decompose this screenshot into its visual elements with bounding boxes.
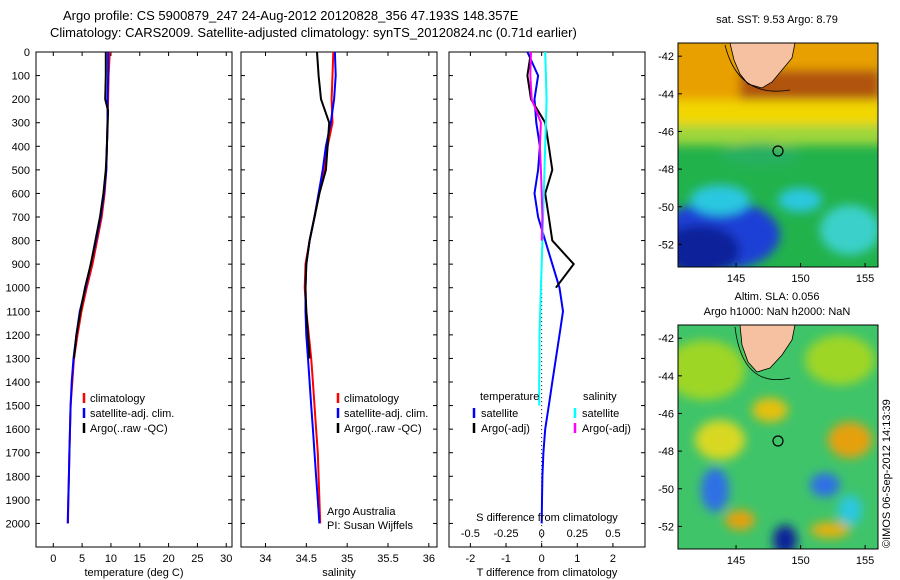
depth-tick-label: 400	[12, 141, 30, 153]
legend-label: satellite-adj. clim.	[90, 408, 174, 420]
depth-tick-label: 1100	[6, 306, 30, 318]
map-y-tick-label: -46	[658, 408, 674, 420]
temperature-panel	[35, 51, 233, 548]
map-y-tick-label: -50	[658, 484, 674, 496]
x-tick-label: 1	[574, 553, 580, 565]
depth-tick-label: 0	[24, 47, 30, 59]
map-y-tick-label: -52	[658, 521, 674, 533]
sst-map-title: sat. SST: 9.53 Argo: 8.79	[716, 14, 838, 26]
depth-tick-label: 100	[12, 71, 30, 83]
x-tick-label: 0	[50, 553, 56, 565]
depth-tick-label: 800	[12, 236, 30, 248]
x-tick-label: 34	[259, 553, 271, 565]
map-x-tick-label: 150	[791, 273, 809, 285]
series-line-argo-raw-qc-	[73, 52, 110, 359]
imos-credit: ©IMOS 06-Sep-2012 14:13:39	[881, 399, 893, 548]
argo-position-marker	[772, 145, 784, 157]
map-x-tick-label: 150	[791, 555, 809, 567]
depth-tick-label: 900	[12, 259, 30, 271]
map-x-tick-label: 145	[727, 555, 745, 567]
depth-tick-label: 200	[12, 94, 30, 106]
x-tick-label: 30	[220, 553, 232, 565]
depth-tick-label: 1600	[6, 424, 30, 436]
depth-tick-label: 1800	[6, 471, 30, 483]
x-axis-label: T difference from climatology	[477, 567, 618, 579]
salinity-panel	[240, 51, 438, 548]
depth-tick-label: 1700	[6, 448, 30, 460]
sst-map	[678, 43, 878, 267]
s-diff-tick-label: 0.25	[567, 528, 588, 540]
depth-tick-label: 1300	[6, 353, 30, 365]
x-tick-label: 0	[539, 553, 545, 565]
sla-map-subtitle: Argo h1000: NaN h2000: NaN	[704, 306, 851, 318]
sla-map-title: Altim. SLA: 0.056	[735, 291, 820, 303]
depth-tick-label: 1000	[6, 283, 30, 295]
map-y-tick-label: -52	[658, 239, 674, 251]
depth-tick-label: 600	[12, 188, 30, 200]
legend-header-salinity: salinity	[583, 391, 617, 403]
series-line-argo-adj-	[529, 51, 544, 241]
map-x-tick-label: 155	[856, 555, 874, 567]
map-y-tick-label: -44	[658, 371, 674, 383]
x-tick-label: -2	[465, 553, 475, 565]
map-y-tick-label: -42	[658, 51, 674, 63]
series-line-satellite	[526, 51, 565, 524]
s-difference-label: S difference from climatology	[476, 512, 618, 524]
x-tick-label: -1	[501, 553, 511, 565]
map-y-tick-label: -42	[658, 333, 674, 345]
legend-label: climatology	[344, 393, 400, 405]
tasmania-landmass	[729, 43, 796, 89]
map-y-tick-label: -44	[658, 89, 674, 101]
depth-tick-label: 1500	[6, 401, 30, 413]
x-tick-label: 10	[105, 553, 117, 565]
x-tick-label: 35	[341, 553, 353, 565]
s-diff-tick-label: -0.5	[461, 528, 480, 540]
map-y-tick-label: -48	[658, 164, 674, 176]
legend-label: Argo(-adj)	[481, 423, 530, 435]
legend-label: Argo(-adj)	[582, 423, 631, 435]
x-tick-label: 25	[191, 553, 203, 565]
legend-label: Argo(..raw -QC)	[344, 423, 422, 435]
legend-label: satellite-adj. clim.	[344, 408, 428, 420]
x-axis-label: temperature (deg C)	[84, 567, 183, 579]
legend-header-temperature: temperature	[480, 391, 539, 403]
difference-panel	[448, 51, 646, 548]
depth-tick-label: 1900	[6, 495, 30, 507]
x-tick-label: 36	[423, 553, 435, 565]
figure-title-line2: Climatology: CARS2009. Satellite-adjuste…	[50, 25, 577, 40]
depth-tick-label: 1200	[6, 330, 30, 342]
legend-label: Argo(..raw -QC)	[90, 423, 168, 435]
depth-tick-label: 700	[12, 212, 30, 224]
x-tick-label: 2	[610, 553, 616, 565]
annotation-argo-australia: Argo Australia	[327, 506, 396, 518]
s-diff-tick-label: 0.5	[605, 528, 620, 540]
sla-map	[678, 325, 878, 549]
x-tick-label: 15	[134, 553, 146, 565]
map-y-tick-label: -46	[658, 126, 674, 138]
legend-label: climatology	[90, 393, 146, 405]
x-axis-label: salinity	[322, 567, 356, 579]
depth-tick-label: 1400	[6, 377, 30, 389]
series-line-argo-raw-qc-	[304, 51, 331, 359]
x-tick-label: 5	[79, 553, 85, 565]
depth-tick-label: 500	[12, 165, 30, 177]
map-y-tick-label: -50	[658, 202, 674, 214]
s-diff-tick-label: -0.25	[493, 528, 518, 540]
figure-title-line1: Argo profile: CS 5900879_247 24-Aug-2012…	[63, 8, 519, 23]
x-tick-label: 34.5	[296, 553, 317, 565]
annotation-pi: PI: Susan Wijffels	[327, 520, 413, 532]
series-line-argo-adj-	[526, 51, 575, 289]
legend-label: satellite	[582, 408, 619, 420]
depth-tick-label: 300	[12, 118, 30, 130]
depth-tick-label: 2000	[6, 518, 30, 530]
map-x-tick-label: 145	[727, 273, 745, 285]
map-y-tick-label: -48	[658, 446, 674, 458]
x-tick-label: 20	[162, 553, 174, 565]
map-x-tick-label: 155	[856, 273, 874, 285]
x-tick-label: 35.5	[377, 553, 398, 565]
legend-label: satellite	[481, 408, 518, 420]
